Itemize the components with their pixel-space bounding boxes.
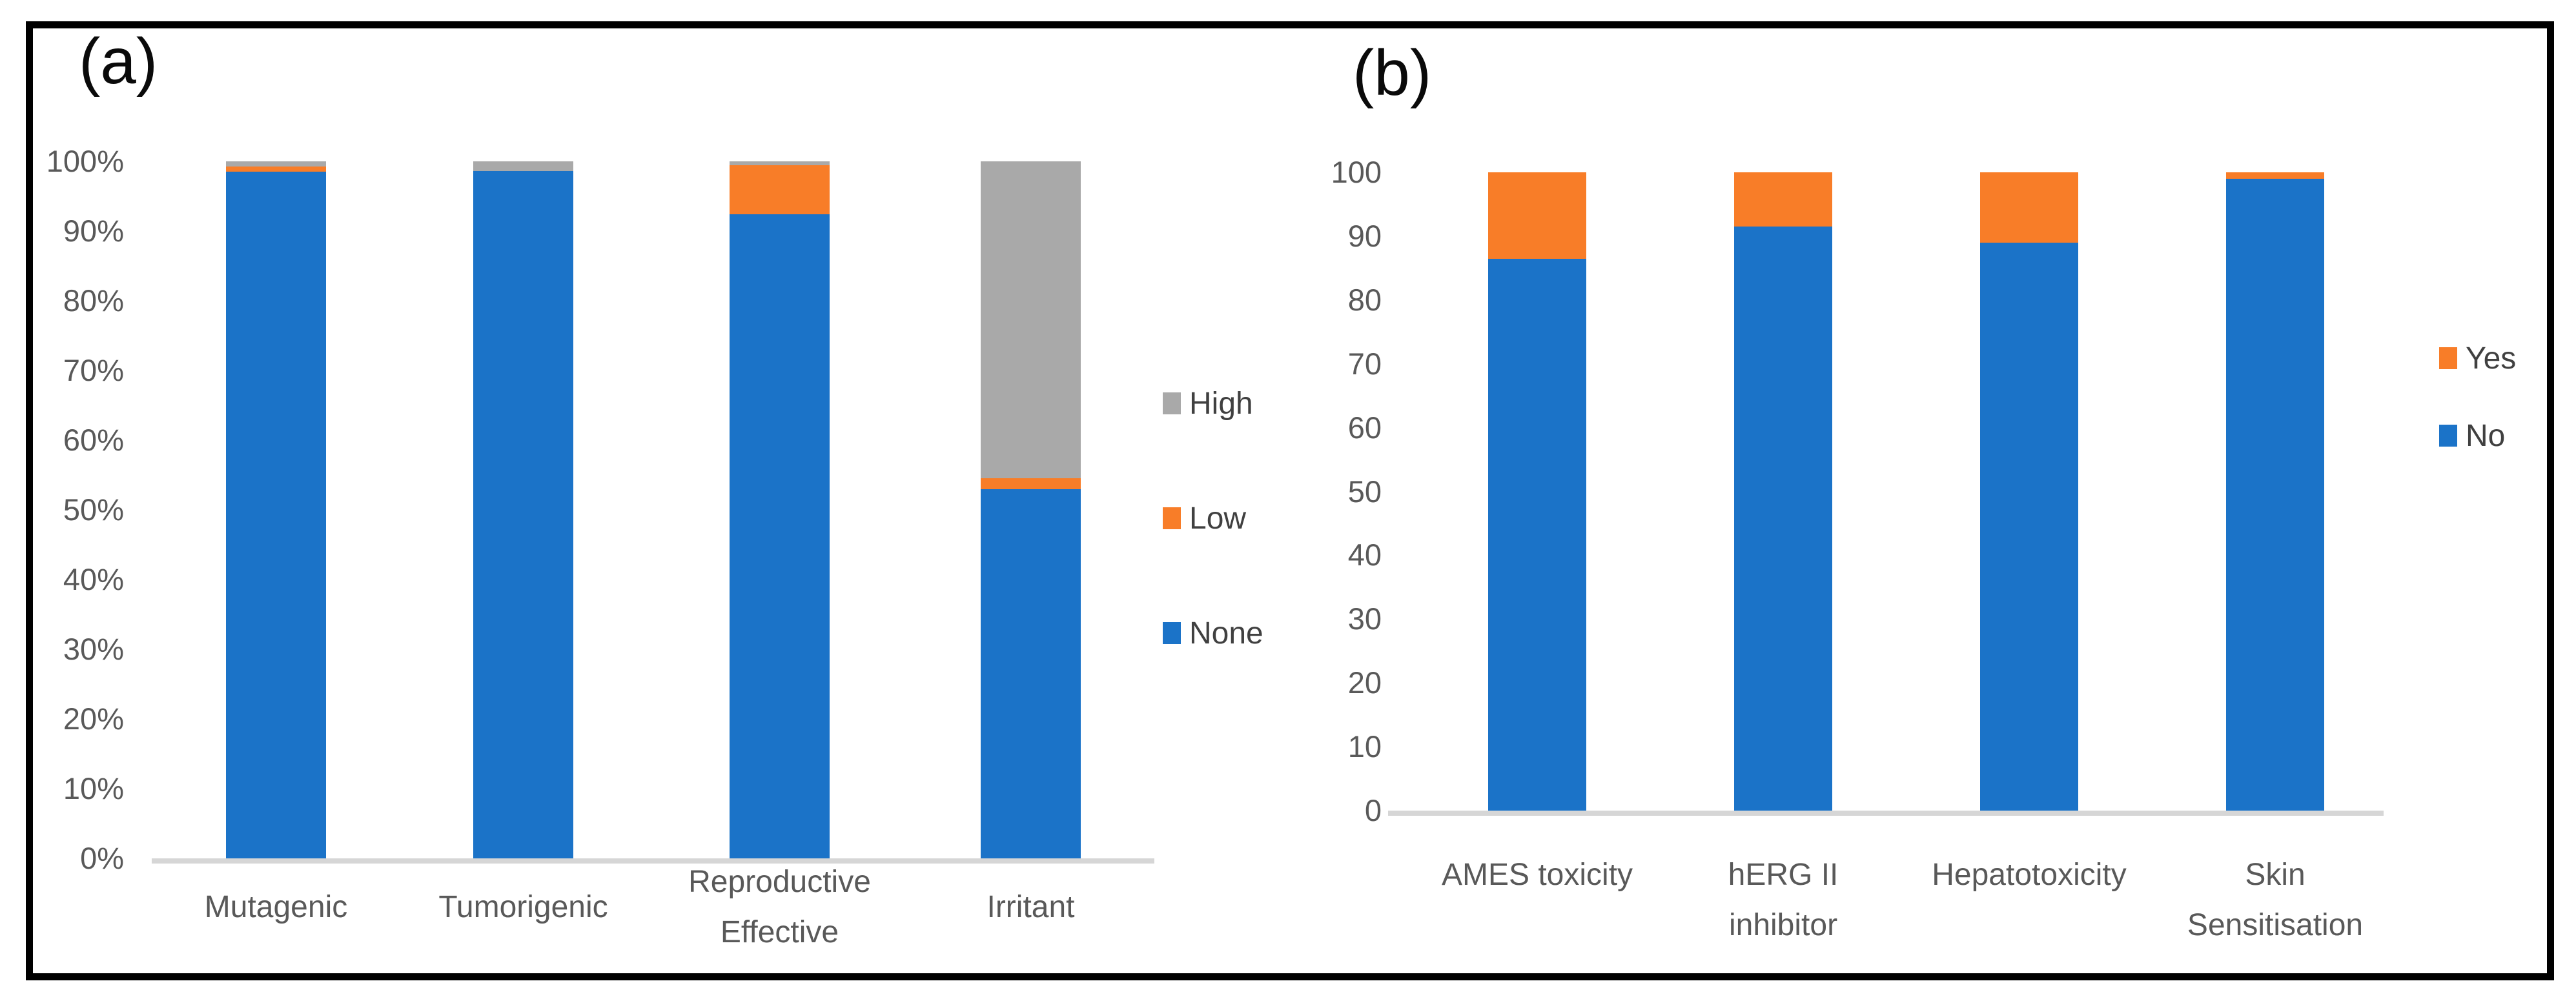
y-tick-label: 50% (63, 492, 124, 527)
figure-border (26, 21, 2554, 980)
legend-swatch-high (1163, 392, 1181, 414)
bar-segment-none-2 (473, 171, 573, 858)
y-tick-label: 40% (63, 562, 124, 596)
legend-item-no: No (2439, 418, 2505, 454)
bar-segment-yes-2 (1734, 172, 1832, 227)
y-tick-label: 100% (46, 144, 124, 178)
y-tick-label: 80% (63, 283, 124, 318)
legend-item-yes: Yes (2439, 340, 2516, 376)
bar-segment-no-4 (2226, 178, 2324, 811)
legend-item-high: High (1163, 385, 1253, 421)
bar-segment-yes-3 (1980, 172, 2078, 243)
legend-label-low: Low (1189, 501, 1247, 536)
x-axis-line (152, 858, 1154, 864)
y-tick-label: 60% (63, 423, 124, 457)
x-category-label-line: Sensitisation (2187, 908, 2364, 942)
panel-b-label: (b) (1353, 37, 1432, 109)
x-category-label: Irritant (876, 882, 1186, 933)
y-tick-label: 30 (1347, 602, 1382, 636)
legend-swatch-no (2439, 425, 2457, 447)
y-tick-label: 70 (1347, 346, 1382, 381)
bar-segment-yes-1 (1488, 172, 1586, 259)
bar-segment-high-2 (473, 161, 573, 172)
x-category-label: Tumorigenic (369, 882, 679, 933)
x-category-label-line: AMES toxicity (1441, 858, 1633, 892)
x-category-label: Hepatotoxicity (1874, 850, 2184, 900)
y-tick-label: 100 (1331, 155, 1382, 189)
y-tick-label: 50 (1347, 474, 1382, 509)
x-category-label-line: Mutagenic (204, 890, 348, 924)
y-tick-label: 40 (1347, 538, 1382, 572)
x-category-label: Reproductive Effective (625, 857, 935, 958)
legend-item-none: None (1163, 615, 1263, 651)
legend-item-low: Low (1163, 500, 1246, 536)
bar-segment-yes-4 (2226, 172, 2324, 179)
x-axis-line (1388, 811, 2384, 816)
bar-segment-low-4 (981, 478, 1081, 489)
y-tick-label: 20 (1347, 665, 1382, 700)
x-category-label-line: Skin (2245, 858, 2305, 892)
legend-label-none: None (1189, 616, 1263, 651)
x-category-label: Skin Sensitisation (2120, 850, 2430, 951)
bar-segment-high-4 (981, 161, 1081, 479)
y-tick-label: 30% (63, 632, 124, 666)
y-tick-label: 0% (80, 841, 124, 875)
bar-segment-high-3 (730, 161, 830, 166)
y-tick-label: 60 (1347, 410, 1382, 445)
legend-swatch-yes (2439, 347, 2457, 369)
x-category-label: Mutagenic (121, 882, 431, 933)
x-category-label-line: Reproductive (688, 865, 871, 899)
bar-segment-low-1 (226, 166, 326, 172)
x-category-label: AMES toxicity (1382, 850, 1692, 900)
bar-segment-no-2 (1734, 227, 1832, 811)
x-category-label-line: Hepatotoxicity (1932, 858, 2127, 892)
bar-segment-none-1 (226, 172, 326, 858)
y-tick-label: 80 (1347, 282, 1382, 317)
legend-swatch-none (1163, 622, 1181, 644)
x-category-label-line: Tumorigenic (438, 890, 608, 924)
bar-segment-no-1 (1488, 258, 1586, 811)
legend-label-no: No (2466, 418, 2506, 453)
bar-segment-no-3 (1980, 242, 2078, 811)
y-tick-label: 0 (1364, 793, 1382, 827)
bar-segment-low-3 (730, 165, 830, 215)
x-category-label-line: inhibitor (1728, 908, 1838, 942)
bar-segment-none-3 (730, 214, 830, 858)
y-tick-label: 20% (63, 702, 124, 736)
y-tick-label: 70% (63, 353, 124, 387)
bar-segment-none-4 (981, 489, 1081, 858)
y-tick-label: 10 (1347, 729, 1382, 764)
legend-label-high: High (1189, 386, 1253, 421)
x-category-label: hERG II inhibitor (1628, 850, 1938, 951)
legend-swatch-low (1163, 507, 1181, 529)
panel-a-label: (a) (79, 25, 158, 97)
x-category-label-line: Effective (720, 915, 839, 949)
y-tick-label: 10% (63, 771, 124, 805)
x-category-label-line: hERG II (1728, 858, 1839, 892)
x-category-label-line: Irritant (986, 890, 1075, 924)
y-tick-label: 90 (1347, 218, 1382, 253)
legend-label-yes: Yes (2466, 341, 2517, 376)
bar-segment-high-1 (226, 161, 326, 167)
y-tick-label: 90% (63, 214, 124, 248)
